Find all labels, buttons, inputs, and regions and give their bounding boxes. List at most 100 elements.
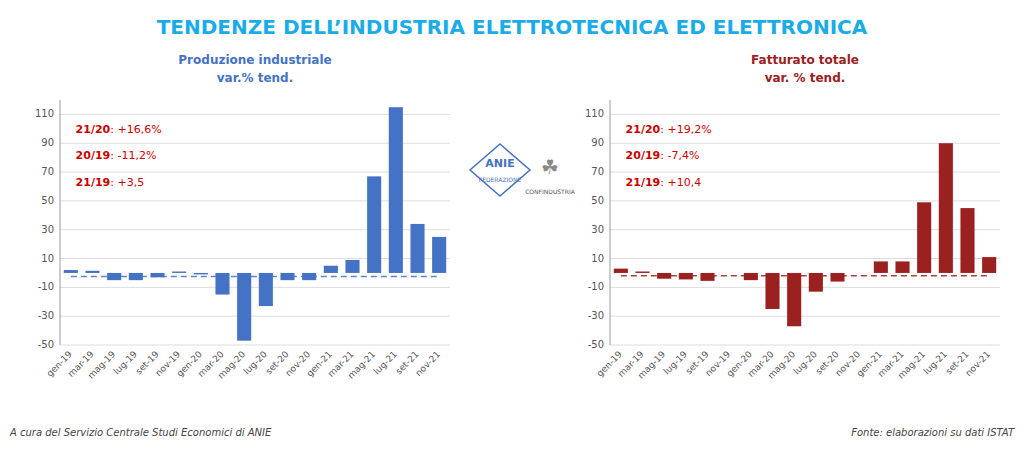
annotation-label: 21/19 [626, 176, 661, 189]
y-tick-label: 110 [35, 108, 54, 119]
chart-title: Produzione industriale [178, 53, 331, 67]
marks [614, 143, 996, 326]
bar [432, 237, 446, 273]
bar [982, 257, 996, 273]
grid-line [60, 316, 450, 317]
y-tick-label: -30 [588, 310, 604, 321]
x-tick-label: mag-20 [766, 349, 798, 381]
bar [700, 273, 714, 281]
annotation-label: 21/19 [76, 176, 111, 189]
bar [389, 107, 403, 273]
y-tick-label: 30 [591, 224, 604, 235]
chart-title: Fatturato totale [751, 53, 859, 67]
y-tick-label: 50 [41, 195, 54, 206]
bar [237, 273, 251, 341]
logos: ANIE FEDERAZIONE ☘ CONFINDUSTRIA [470, 144, 576, 196]
annotation-value: : -7,4% [660, 149, 699, 162]
annotation: 21/19: +10,4 [626, 176, 702, 189]
y-tick-label: -10 [38, 281, 54, 292]
grid-line [60, 345, 450, 346]
y-tick-label: 70 [41, 166, 54, 177]
grid-line [610, 316, 1000, 317]
annotation: 21/20: +16,6% [76, 123, 162, 136]
x-tick-label: nov-21 [413, 349, 442, 378]
bar [64, 270, 78, 273]
y-axis-line [610, 100, 611, 345]
bar [85, 271, 99, 273]
annotation-label: 21/20 [76, 123, 111, 136]
logo-symbol: ☘ [541, 155, 559, 179]
bar [635, 272, 649, 273]
annotation: 21/20: +19,2% [626, 123, 712, 136]
y-tick-label: -50 [588, 339, 604, 350]
bar [324, 266, 338, 273]
trend-line [71, 276, 439, 278]
bar [367, 176, 381, 273]
bar [172, 272, 186, 273]
bar [722, 272, 736, 273]
chart-subtitle: var.% tend. [217, 71, 293, 85]
bar [765, 273, 779, 309]
chart-root: TENDENZE DELL’INDUSTRIA ELETTROTECNICA E… [0, 0, 1024, 450]
bar [259, 273, 273, 306]
y-tick-label: 50 [591, 195, 604, 206]
x-tick-label: lug-19 [112, 349, 140, 377]
grid-line [610, 287, 1000, 288]
bar [787, 273, 801, 326]
bar [895, 261, 909, 273]
title: TENDENZE DELL’INDUSTRIA ELETTROTECNICA E… [157, 15, 868, 39]
bar [345, 260, 359, 273]
x-tick-label: lug-21 [372, 349, 399, 376]
grid-line [610, 345, 1000, 346]
x-tick-label: lug-21 [922, 349, 949, 376]
chart-subtitle: var. % tend. [765, 71, 846, 85]
y-tick-label: 30 [41, 224, 54, 235]
y-tick-label: 90 [41, 137, 54, 148]
annotation-label: 20/19 [626, 149, 661, 162]
chart-panel: -50-30-101030507090110gen-19mar-19mag-19… [35, 53, 450, 381]
footer-left: A cura del Servizio Centrale Studi Econo… [9, 427, 272, 438]
x-tick-label: lug-20 [792, 349, 820, 377]
annotation-value: : +3,5 [110, 176, 144, 189]
grid-line [60, 287, 450, 288]
logo-text: FEDERAZIONE [479, 176, 522, 183]
bar [874, 261, 888, 273]
chart-panel: -50-30-101030507090110gen-19mar-19mag-19… [585, 53, 1000, 381]
annotation-value: : +19,2% [660, 123, 711, 136]
y-axis-line [60, 100, 61, 345]
annotation-label: 21/20 [626, 123, 661, 136]
trend-line [621, 275, 989, 277]
logo-text: ANIE [485, 157, 514, 170]
y-tick-label: 10 [41, 253, 54, 264]
bar [830, 273, 844, 282]
bar [852, 272, 866, 273]
annotation: 21/19: +3,5 [76, 176, 145, 189]
annotation: 20/19: -7,4% [626, 149, 700, 162]
bar [194, 273, 208, 274]
bar [939, 143, 953, 273]
grid-line [610, 114, 1000, 115]
bar [614, 269, 628, 273]
y-tick-label: -50 [38, 339, 54, 350]
annotation-label: 20/19 [76, 149, 111, 162]
logo-text: CONFINDUSTRIA [525, 188, 576, 195]
annotation-value: : +16,6% [110, 123, 161, 136]
y-tick-label: 10 [591, 253, 604, 264]
y-tick-label: 70 [591, 166, 604, 177]
x-tick-label: lug-19 [662, 349, 690, 377]
marks [64, 107, 446, 340]
logo-diamond [470, 144, 530, 196]
bar [960, 208, 974, 273]
footer-right: Fonte: elaborazioni su dati ISTAT [851, 427, 1015, 438]
x-tick-label: nov-21 [963, 349, 992, 378]
y-tick-label: -10 [588, 281, 604, 292]
annotation: 20/19: -11,2% [76, 149, 157, 162]
annotation-value: : +10,4 [660, 176, 701, 189]
y-tick-label: 110 [585, 108, 604, 119]
annotation-value: : -11,2% [110, 149, 156, 162]
y-tick-label: -30 [38, 310, 54, 321]
x-tick-label: mag-19 [636, 349, 668, 381]
bar [917, 202, 931, 273]
x-tick-label: mag-21 [896, 349, 928, 381]
x-tick-label: mag-19 [86, 349, 118, 381]
